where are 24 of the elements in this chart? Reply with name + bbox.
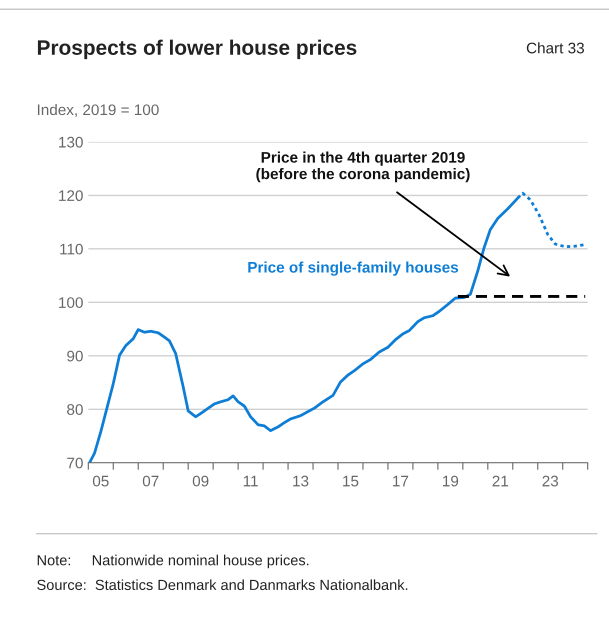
x-tick-label: 05	[92, 476, 109, 486]
x-tick-label: 13	[293, 476, 308, 486]
y-axis-title: Index, 2019 = 100	[38, 104, 159, 117]
y-tick-label: 100	[59, 297, 83, 308]
x-tick-label: 07	[142, 476, 158, 486]
y-tick-label: 90	[67, 350, 83, 362]
text: Note: Nationwide nominal house prices.	[38, 554, 308, 568]
y-tick-label: 120	[59, 190, 83, 202]
y-tick-label: 130	[59, 136, 83, 148]
caption: Chart 33	[526, 42, 584, 54]
y-tick-label: 70	[67, 458, 83, 468]
x-tick-label: 15	[343, 476, 358, 486]
annotation: Price in the 4th quarter 2019 (before the corona pandemic)	[256, 152, 470, 182]
x-tick-label: 21	[492, 476, 508, 486]
x-tick-label: 19	[443, 476, 458, 486]
x-tick-label: 11	[244, 476, 258, 486]
source-note: Source: Statistics Denmark and Danmarks Nationalbank.	[37, 579, 408, 590]
x-tick-label: 09	[192, 476, 208, 486]
x-tick-label: 23	[542, 476, 558, 486]
x-tick-label: 17	[393, 476, 408, 486]
series-label: Price of single-family houses	[248, 261, 458, 276]
y-tick-label: 110	[60, 244, 83, 255]
chart-title: Prospects of lower house prices	[38, 40, 356, 60]
y-tick-label: 80	[67, 404, 83, 415]
